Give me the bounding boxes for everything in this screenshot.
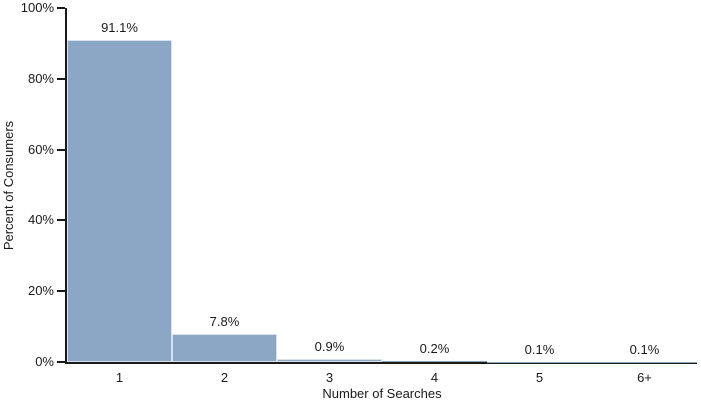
y-axis-title-text: Percent of Consumers bbox=[1, 120, 17, 250]
y-axis-line bbox=[65, 8, 67, 364]
x-tick-label: 6+ bbox=[637, 370, 652, 385]
y-tick bbox=[57, 361, 65, 363]
x-tick-label: 4 bbox=[430, 370, 439, 385]
y-tick bbox=[57, 290, 65, 293]
x-axis-line bbox=[65, 362, 697, 364]
y-tick-label: 0% bbox=[35, 354, 54, 369]
bar-3 bbox=[277, 358, 382, 362]
y-tick bbox=[57, 77, 65, 80]
y-tick-label: 60% bbox=[27, 141, 54, 157]
bar-value-label: 91.1% bbox=[101, 19, 138, 35]
bar-4 bbox=[382, 361, 487, 362]
bar-1 bbox=[67, 39, 172, 362]
bar-value-label: 0.1% bbox=[524, 341, 555, 357]
y-tick bbox=[57, 219, 65, 222]
x-tick-label: 1 bbox=[115, 370, 124, 385]
bar-value-label: 0.9% bbox=[314, 338, 345, 354]
bar-2 bbox=[172, 334, 277, 362]
y-tick bbox=[57, 7, 65, 9]
y-tick-label: 40% bbox=[27, 212, 54, 228]
y-tick-label: 100% bbox=[20, 0, 54, 15]
x-tick-label: 3 bbox=[325, 370, 334, 385]
bar-value-label: 0.2% bbox=[419, 341, 450, 357]
x-tick-label: 5 bbox=[535, 370, 544, 385]
plot-area: 0% 20% 40% 60% 80% 100% 91.1% 1 7.8% 2 0.9% 3 0.2% 4 0… bbox=[21, 0, 697, 385]
x-axis-title: Number of Searches bbox=[322, 386, 442, 401]
bar-value-label: 0.1% bbox=[629, 341, 660, 357]
y-tick-label: 80% bbox=[27, 70, 54, 86]
bar-value-label: 7.8% bbox=[209, 314, 240, 330]
y-tick bbox=[57, 148, 65, 151]
y-tick-label: 20% bbox=[27, 283, 54, 299]
y-axis-title: Percent of Consumers bbox=[0, 8, 18, 362]
x-tick-label: 2 bbox=[220, 370, 229, 385]
